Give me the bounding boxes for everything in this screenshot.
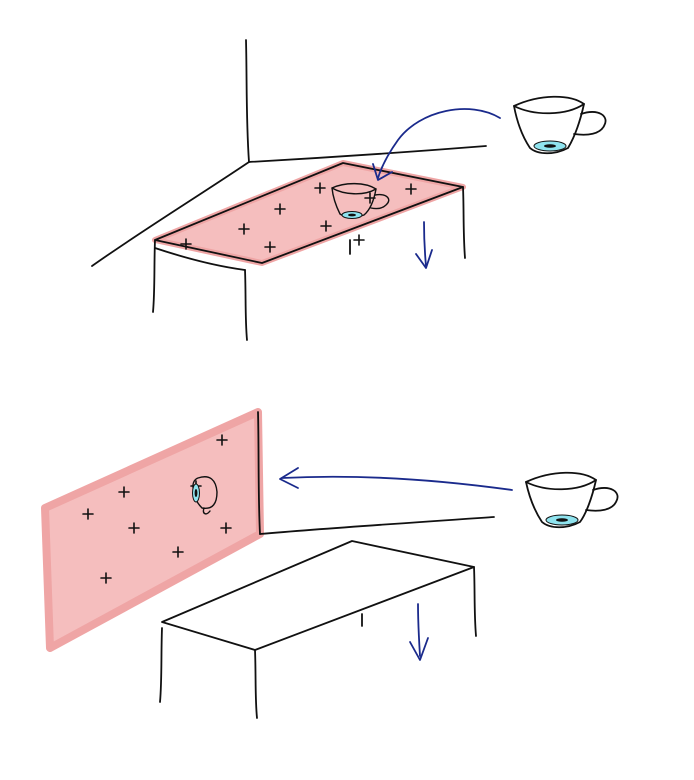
cup-on-wall <box>192 476 218 515</box>
table-leg-front-left <box>152 239 156 313</box>
plus-marker <box>100 572 112 584</box>
plus-marker <box>118 486 130 498</box>
cup-body <box>525 471 597 529</box>
plus-marker <box>216 434 228 446</box>
table-leg-front-left-2 <box>159 627 163 703</box>
cup-source-1 <box>513 95 607 155</box>
cup-rim <box>331 187 377 195</box>
gravity-arrow-1 <box>423 221 427 267</box>
table-leg-back-right <box>462 186 466 259</box>
scene-horizontal-surface <box>91 39 607 341</box>
cup-handle <box>573 111 607 136</box>
plus-marker <box>274 203 286 215</box>
table-leg-front-right-2 <box>254 649 258 719</box>
plus-marker <box>180 238 192 250</box>
wall-corner-vertical <box>245 39 250 163</box>
cup-handle <box>370 193 390 210</box>
placement-arrowhead-1 <box>372 163 393 181</box>
cup-handle <box>202 507 211 515</box>
surface-markers-2 <box>82 434 232 584</box>
floor-corner-diagonal <box>91 161 250 267</box>
plus-marker <box>220 522 232 534</box>
cup-body <box>192 476 218 510</box>
gravity-arrowhead-2 <box>409 637 429 661</box>
plus-marker <box>353 234 365 246</box>
cup-body <box>513 95 585 155</box>
cup-on-table <box>331 182 390 219</box>
cup-handle <box>585 487 619 512</box>
plus-marker <box>172 546 184 558</box>
placement-arrow-1 <box>377 108 501 179</box>
cup-rim <box>513 103 585 115</box>
cup-body <box>331 182 377 218</box>
wall-floor-line-2 <box>259 516 495 535</box>
cup-source-2 <box>525 471 619 529</box>
wall-floor-line <box>248 145 487 163</box>
cup-liquid-center <box>348 213 356 217</box>
placement-arrowhead-2 <box>279 467 299 489</box>
plus-marker <box>238 223 250 235</box>
gravity-arrowhead-1 <box>415 249 433 269</box>
plus-marker <box>264 241 276 253</box>
plus-marker <box>405 183 417 195</box>
scene-vertical-surface <box>41 408 619 719</box>
table-front-edge <box>154 247 246 271</box>
plus-marker <box>314 182 326 194</box>
table-leg-front-right <box>244 269 248 341</box>
placement-arrow-2 <box>281 475 513 491</box>
plus-marker <box>82 508 94 520</box>
cup-liquid-center <box>556 518 568 522</box>
table-leg-back-right-2 <box>473 566 477 637</box>
gravity-arrow-2 <box>417 603 421 657</box>
cup-liquid-center <box>194 489 198 497</box>
cup-liquid-center <box>544 144 556 148</box>
plus-marker <box>128 522 140 534</box>
wall-outline-right <box>257 411 261 535</box>
cup-rim <box>525 479 597 491</box>
plus-marker <box>320 220 332 232</box>
wall-surface <box>41 408 264 652</box>
